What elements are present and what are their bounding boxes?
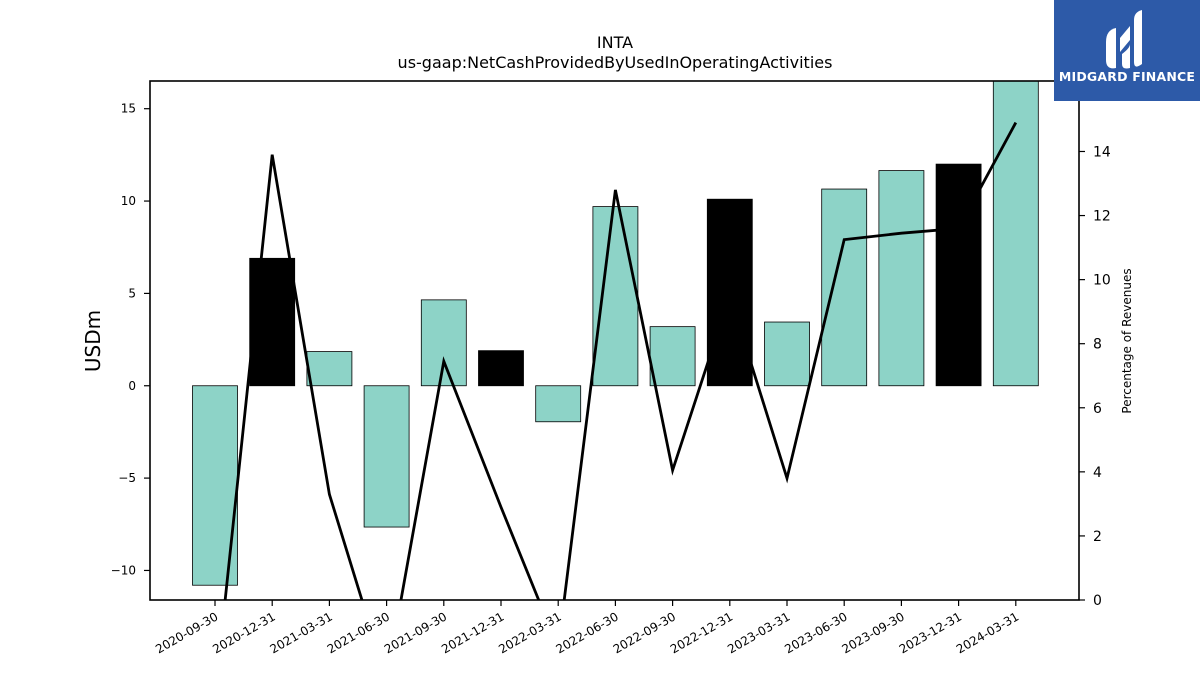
x-tick-label-2020-12-31: 2020-12-31 — [210, 609, 277, 656]
x-tick-label-2023-06-30: 2023-06-30 — [782, 609, 849, 656]
x-tick-label-2023-03-31: 2023-03-31 — [725, 609, 792, 656]
bar-2022-09-30 — [649, 326, 696, 387]
bar-2023-06-30 — [821, 188, 868, 387]
x-tick-label-2022-12-31: 2022-12-31 — [668, 609, 735, 656]
y2-tick-label: 2 — [1093, 529, 1102, 545]
line-group — [223, 121, 1018, 600]
y2-axis-label: Percentage of Revenues — [1120, 268, 1134, 413]
x-tick-label-2024-03-31: 2024-03-31 — [954, 609, 1021, 656]
x-tick-label-2021-03-31: 2021-03-31 — [267, 609, 334, 656]
x-tick-label-2022-09-30: 2022-09-30 — [611, 609, 678, 656]
y-tick-label: 10 — [121, 194, 136, 208]
bar-2021-09-30 — [420, 299, 467, 387]
bar-2023-09-30 — [878, 170, 925, 387]
y-tick-label: −5 — [118, 471, 136, 485]
bar-2022-03-31 — [535, 385, 582, 423]
x-tick-label-2023-12-31: 2023-12-31 — [897, 609, 964, 656]
y2-tick-label: 12 — [1093, 209, 1111, 225]
y2-tick-label: 4 — [1093, 465, 1102, 481]
chart-title: INTA — [597, 33, 633, 52]
bar-2021-06-30 — [363, 385, 410, 528]
bar-2024-03-31 — [992, 81, 1039, 387]
bar-2020-12-31 — [249, 257, 296, 387]
bar-2021-03-31 — [306, 351, 353, 387]
chart-subtitle: us-gaap:NetCashProvidedByUsedInOperating… — [398, 53, 833, 72]
x-tick-label-2021-06-30: 2021-06-30 — [325, 609, 392, 656]
x-tick-label-2020-09-30: 2020-09-30 — [153, 609, 220, 656]
x-tick-label-2021-12-31: 2021-12-31 — [439, 609, 506, 656]
x-tick-label-2021-09-30: 2021-09-30 — [382, 609, 449, 656]
y-tick-label: 0 — [128, 379, 136, 393]
y2-tick-label: 10 — [1093, 273, 1111, 289]
line-series-percentage-of-revenues — [223, 121, 1018, 600]
plot-frame — [149, 80, 1080, 601]
bar-2022-06-30 — [592, 206, 639, 387]
y-tick-label: −10 — [111, 563, 136, 577]
bar-2023-03-31 — [764, 321, 810, 387]
y2-tick-label: 14 — [1093, 144, 1111, 160]
y-tick-label: 15 — [121, 102, 136, 116]
x-tick-label-2022-03-31: 2022-03-31 — [496, 609, 563, 656]
y2-tick-label: 6 — [1093, 401, 1102, 417]
y2-tick-label: 8 — [1093, 337, 1102, 353]
bars-group — [192, 81, 1039, 586]
bar-2021-12-31 — [478, 350, 524, 387]
y-tick-label: 5 — [128, 286, 136, 300]
brand-logo: MIDGARD FINANCE — [1054, 0, 1200, 101]
x-tick-label-2022-06-30: 2022-06-30 — [553, 609, 620, 656]
x-tick-label-2023-09-30: 2023-09-30 — [839, 609, 906, 656]
y2-tick-label: 0 — [1093, 593, 1102, 609]
y-axis-label: USDm — [81, 310, 105, 372]
logo-mark-icon — [1106, 10, 1142, 69]
logo-text: MIDGARD FINANCE — [1058, 69, 1196, 84]
